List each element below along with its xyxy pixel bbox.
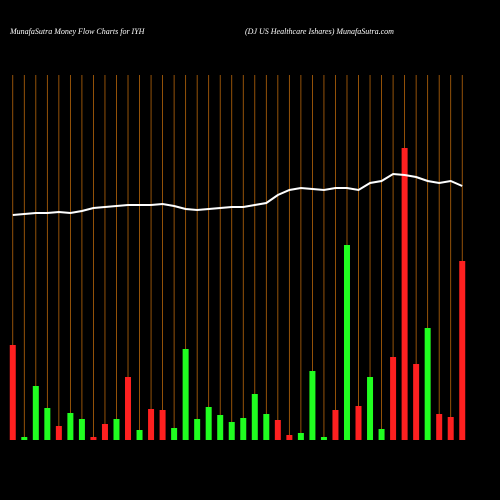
bar [367, 377, 374, 440]
bar [44, 408, 51, 440]
bar [240, 418, 247, 440]
bar [413, 364, 420, 440]
bar [332, 410, 339, 440]
bar [171, 428, 178, 440]
bar [251, 394, 258, 440]
bar [378, 429, 385, 440]
bar [55, 426, 62, 440]
chart-title: MunafaSutra Money Flow Charts for IYH [9, 27, 146, 36]
bar [447, 417, 454, 440]
bar [459, 261, 466, 440]
bar [390, 357, 397, 440]
bar [424, 328, 431, 440]
bar [355, 406, 362, 440]
bar [194, 419, 201, 440]
bar [401, 148, 408, 440]
bar [67, 413, 74, 440]
bar [436, 414, 443, 440]
bar [343, 245, 350, 440]
chart-subtitle: (DJ US Healthcare Ishares) MunafaSutra.c… [245, 27, 394, 36]
bar [228, 422, 235, 440]
bar [148, 409, 155, 440]
bar [101, 424, 108, 440]
bar [286, 435, 293, 440]
bar [309, 371, 316, 440]
bar [136, 430, 143, 440]
bar [32, 386, 39, 440]
bar [182, 349, 189, 440]
bar [21, 437, 28, 440]
bar [159, 410, 166, 440]
bar [297, 433, 304, 440]
bar [113, 419, 120, 440]
bar [90, 437, 97, 440]
money-flow-line [12, 172, 463, 216]
bar [274, 420, 281, 440]
bar [320, 437, 327, 440]
bar [125, 377, 132, 440]
bar [9, 345, 16, 440]
bar [217, 415, 224, 440]
bar [78, 419, 85, 440]
bar [263, 414, 270, 440]
bar [205, 407, 212, 440]
